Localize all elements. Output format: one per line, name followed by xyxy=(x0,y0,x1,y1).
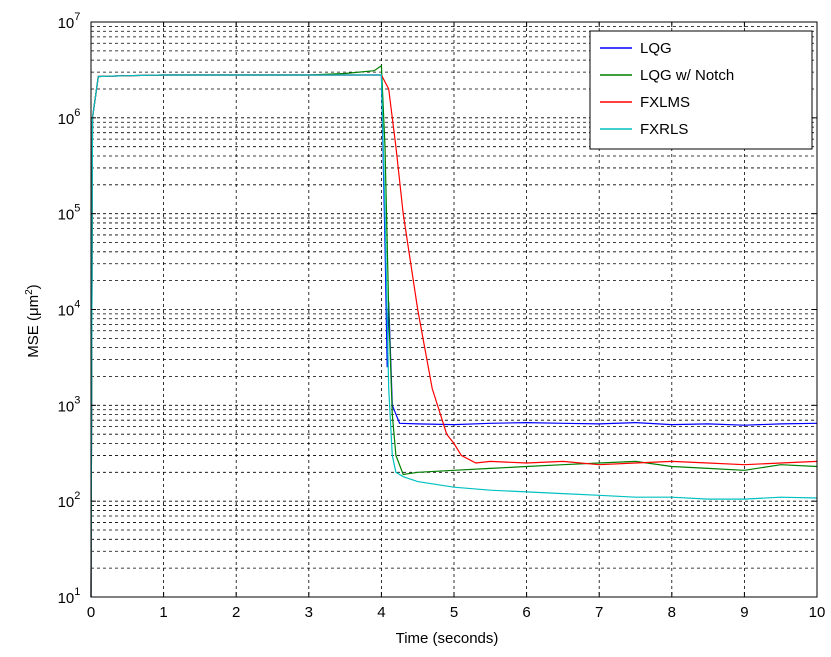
y-axis-label-text: MSE (μm xyxy=(25,295,42,358)
y-axis-label-superscript: 2 xyxy=(24,289,35,295)
x-tick-label: 9 xyxy=(740,604,748,621)
y-tick-base: 10 xyxy=(58,398,75,415)
y-axis-label-close: ) xyxy=(25,284,42,289)
y-tick-label: 107 xyxy=(58,11,81,32)
y-tick-base: 10 xyxy=(58,111,75,128)
x-tick-label: 3 xyxy=(305,604,313,621)
x-tick-label: 7 xyxy=(595,604,603,621)
series-lines xyxy=(90,64,818,598)
y-tick-exponent: 2 xyxy=(74,490,80,502)
y-tick-base: 10 xyxy=(58,15,75,32)
x-tick-label: 5 xyxy=(450,604,458,621)
legend: LQG LQG w/ Notch FXLMS FXRLS xyxy=(589,30,813,150)
legend-label: LQG xyxy=(640,40,672,57)
x-tick-label: 4 xyxy=(377,604,385,621)
x-axis-ticks: 0 1 2 3 4 5 6 7 8 9 10 xyxy=(87,22,826,621)
y-tick-exponent: 5 xyxy=(74,203,80,215)
legend-label: LQG w/ Notch xyxy=(640,67,734,84)
y-tick-base: 10 xyxy=(58,590,75,607)
series-line-fxrls xyxy=(90,74,818,598)
y-tick-label: 102 xyxy=(58,490,81,511)
x-tick-label: 10 xyxy=(809,604,826,621)
y-axis-label: MSE (μm2) xyxy=(24,284,42,357)
x-tick-label: 1 xyxy=(159,604,167,621)
y-tick-label: 106 xyxy=(58,107,81,128)
y-tick-exponent: 6 xyxy=(74,107,80,119)
legend-label: FXLMS xyxy=(640,94,690,111)
y-tick-base: 10 xyxy=(58,207,75,224)
x-tick-label: 0 xyxy=(87,604,95,621)
y-tick-exponent: 7 xyxy=(74,11,80,23)
y-tick-exponent: 3 xyxy=(74,394,80,406)
y-tick-base: 10 xyxy=(58,303,75,320)
x-tick-label: 8 xyxy=(668,604,676,621)
x-axis-label: Time (seconds) xyxy=(396,630,499,647)
y-tick-base: 10 xyxy=(58,494,75,511)
y-tick-exponent: 4 xyxy=(74,299,80,311)
x-tick-label: 6 xyxy=(522,604,530,621)
y-tick-exponent: 1 xyxy=(74,586,80,598)
y-tick-label: 104 xyxy=(58,299,81,320)
y-tick-label: 103 xyxy=(58,394,81,415)
y-tick-label: 105 xyxy=(58,203,81,224)
x-tick-label: 2 xyxy=(232,604,240,621)
y-tick-label: 101 xyxy=(58,586,81,607)
legend-label: FXRLS xyxy=(640,121,688,138)
